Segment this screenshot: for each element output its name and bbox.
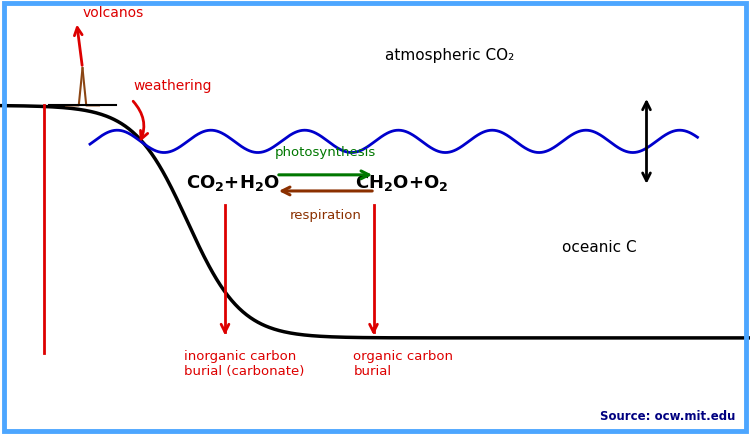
Text: $\bf{CH_2O{+}O_2}$: $\bf{CH_2O{+}O_2}$ xyxy=(355,173,448,193)
Text: atmospheric CO₂: atmospheric CO₂ xyxy=(386,48,514,63)
Text: photosynthesis: photosynthesis xyxy=(274,146,376,159)
Text: $\bf{CO_2{+}H_2O}$: $\bf{CO_2{+}H_2O}$ xyxy=(185,173,280,193)
Text: Source: ocw.mit.edu: Source: ocw.mit.edu xyxy=(600,410,735,423)
Text: weathering: weathering xyxy=(134,79,212,93)
Text: oceanic C: oceanic C xyxy=(562,240,637,256)
Text: volcanos: volcanos xyxy=(82,6,144,20)
Text: respiration: respiration xyxy=(290,209,362,222)
Text: organic carbon
burial: organic carbon burial xyxy=(353,350,453,378)
Text: inorganic carbon
burial (carbonate): inorganic carbon burial (carbonate) xyxy=(184,350,304,378)
